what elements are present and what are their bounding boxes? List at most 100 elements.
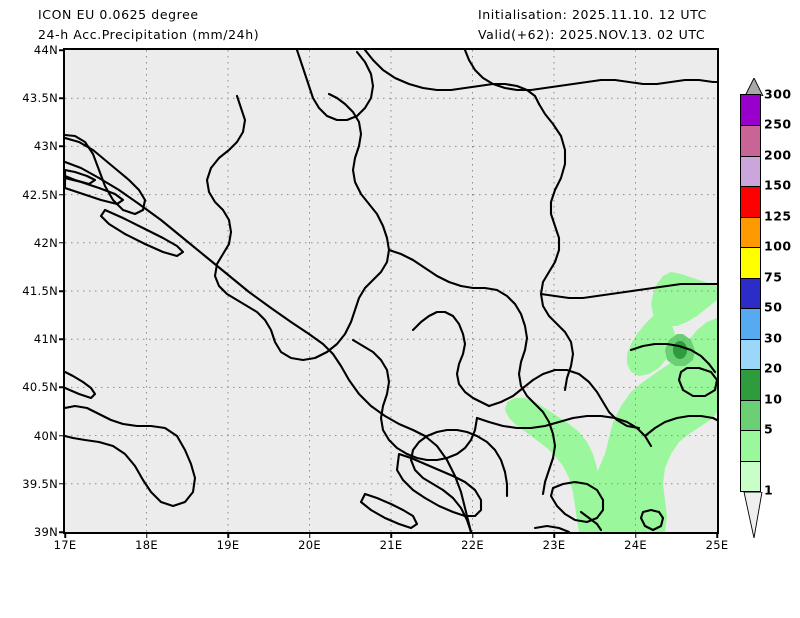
latitude-tick-mark <box>59 242 65 244</box>
precip-band-1-5mm-se-island <box>601 506 619 526</box>
latitude-tick-mark <box>59 434 65 437</box>
longitude-tick-mark <box>471 532 474 538</box>
island-korcula <box>65 176 125 206</box>
latitude-tick-label: 41N <box>33 332 58 347</box>
colorbar-band[interactable] <box>741 186 760 217</box>
coast-greece-peninsula <box>395 452 483 518</box>
colorbar-bands[interactable] <box>740 94 761 492</box>
coast-aegean-north <box>629 342 717 374</box>
coast-greece-lefkada <box>359 492 419 530</box>
coast-chalkidiki <box>549 480 605 524</box>
colorbar-band-divider <box>741 430 760 432</box>
island-hvar <box>99 208 185 258</box>
border-north-serbia <box>363 50 541 106</box>
border-croatia-north <box>295 50 375 122</box>
longitude-tick-mark <box>64 532 66 538</box>
border-serbia-west <box>387 248 557 496</box>
colorbar-band-divider <box>741 186 760 188</box>
colorbar-band-divider <box>741 247 760 249</box>
border-danube <box>463 50 717 92</box>
island-brac <box>65 168 97 186</box>
longitude-tick-label: 22E <box>461 538 484 552</box>
map-coastlines <box>65 50 717 532</box>
longitude-tick-mark <box>227 532 229 538</box>
colorbar-band[interactable] <box>741 399 760 431</box>
border-bosnia <box>205 92 391 362</box>
longitude-tick-mark <box>308 532 311 538</box>
colorbar-band[interactable] <box>741 369 760 400</box>
longitude-tick-label: 21E <box>379 538 403 552</box>
colorbar-band-divider <box>741 155 760 157</box>
latitude-tick-label: 40.5N <box>22 380 58 395</box>
longitude-tick-label: 19E <box>216 538 240 552</box>
colorbar-band[interactable] <box>741 247 760 278</box>
longitude-tick-label: 23E <box>542 538 566 552</box>
colorbar-band[interactable] <box>741 95 760 126</box>
longitude-tick-label: 24E <box>624 538 647 552</box>
colorbar-tick-label: 10 <box>764 391 783 407</box>
latitude-tick-label: 40N <box>33 428 58 443</box>
colorbar-tick-label: 75 <box>764 269 783 285</box>
header-initialisation: Initialisation: 2025.11.10. 12 UTC <box>478 7 707 22</box>
precip-band-1-5mm-neck <box>627 310 675 376</box>
latitude-tick-mark <box>59 531 65 533</box>
header-field-title: 24-h Acc.Precipitation (mm/24h) <box>38 27 260 42</box>
precip-band-1-5mm <box>579 322 717 532</box>
precipitation-colorbar[interactable]: 300 250 200 150 125 100 75 50 30 20 10 5 1 <box>736 78 800 538</box>
colorbar-band[interactable] <box>741 155 760 187</box>
latitude-tick-mark <box>59 386 65 389</box>
header-model-title: ICON EU 0.0625 degree <box>38 7 199 22</box>
latitude-tick-label: 41.5N <box>22 284 58 298</box>
coast-italy-puglia <box>65 404 197 508</box>
coast-albania-greece <box>409 428 509 532</box>
colorbar-band-divider <box>741 399 760 401</box>
latitude-tick-mark <box>59 49 65 51</box>
latitude-tick-label: 43N <box>33 139 58 154</box>
latitude-axis: 39N 39.5N 40N 40.5N 41N 41.5N 42N 42.5N 43N 43.5N… <box>0 43 65 539</box>
border-greece-nmacedonia <box>475 414 653 448</box>
colorbar-band[interactable] <box>741 125 760 156</box>
longitude-tick-mark <box>716 532 718 538</box>
longitude-axis: 17E 18E 19E 20E 21E 22E 23E 24E 25E <box>54 532 728 558</box>
header-valid-time: Valid(+62): 2025.NOV.13. 02 UTC <box>478 27 706 42</box>
latitude-tick-mark <box>59 483 65 485</box>
longitude-tick-label: 25E <box>705 538 729 552</box>
colorbar-tick-label: 300 <box>764 86 792 102</box>
latitude-tick-label: 42.5N <box>22 187 58 202</box>
border-montenegro <box>351 338 479 462</box>
border-bulgaria-south <box>539 282 717 300</box>
border-serbia-east <box>537 102 575 392</box>
latitude-tick-label: 43.5N <box>22 91 58 106</box>
colorbar-band[interactable] <box>741 460 760 491</box>
colorbar-band-divider <box>741 369 760 371</box>
colorbar-band-divider <box>741 125 760 127</box>
longitude-tick-label: 18E <box>135 538 158 552</box>
latitude-tick-mark <box>59 97 65 99</box>
colorbar-tick-label: 150 <box>764 177 792 193</box>
colorbar-band[interactable] <box>741 338 760 370</box>
colorbar-tick-label: 100 <box>764 238 792 254</box>
colorbar-band[interactable] <box>741 277 760 309</box>
map-plot-area[interactable] <box>65 50 717 532</box>
colorbar-tick-label: 200 <box>764 147 792 163</box>
colorbar-tick-label: 30 <box>764 330 783 346</box>
precip-band-1-5mm-west-lobe <box>505 398 599 532</box>
colorbar-band-divider <box>741 460 760 462</box>
longitude-tick-label: 20E <box>298 538 321 552</box>
longitude-tick-mark <box>390 532 392 538</box>
colorbar-band[interactable] <box>741 430 760 461</box>
colorbar-band[interactable] <box>741 216 760 248</box>
coast-chalkidiki-south <box>533 524 571 532</box>
colorbar-tick-label: 250 <box>764 116 792 132</box>
longitude-tick-mark <box>145 532 148 538</box>
border-nmacedonia <box>487 368 641 430</box>
colorbar-band[interactable] <box>741 308 760 339</box>
precip-peak-10-20mm <box>673 341 687 359</box>
latitude-tick-label: 44N <box>33 43 58 57</box>
colorbar-band-divider <box>741 216 760 218</box>
latitude-tick-mark <box>59 145 65 148</box>
latitude-tick-label: 39N <box>33 525 58 539</box>
latitude-tick-mark <box>59 193 65 196</box>
island-thasos <box>677 366 717 398</box>
